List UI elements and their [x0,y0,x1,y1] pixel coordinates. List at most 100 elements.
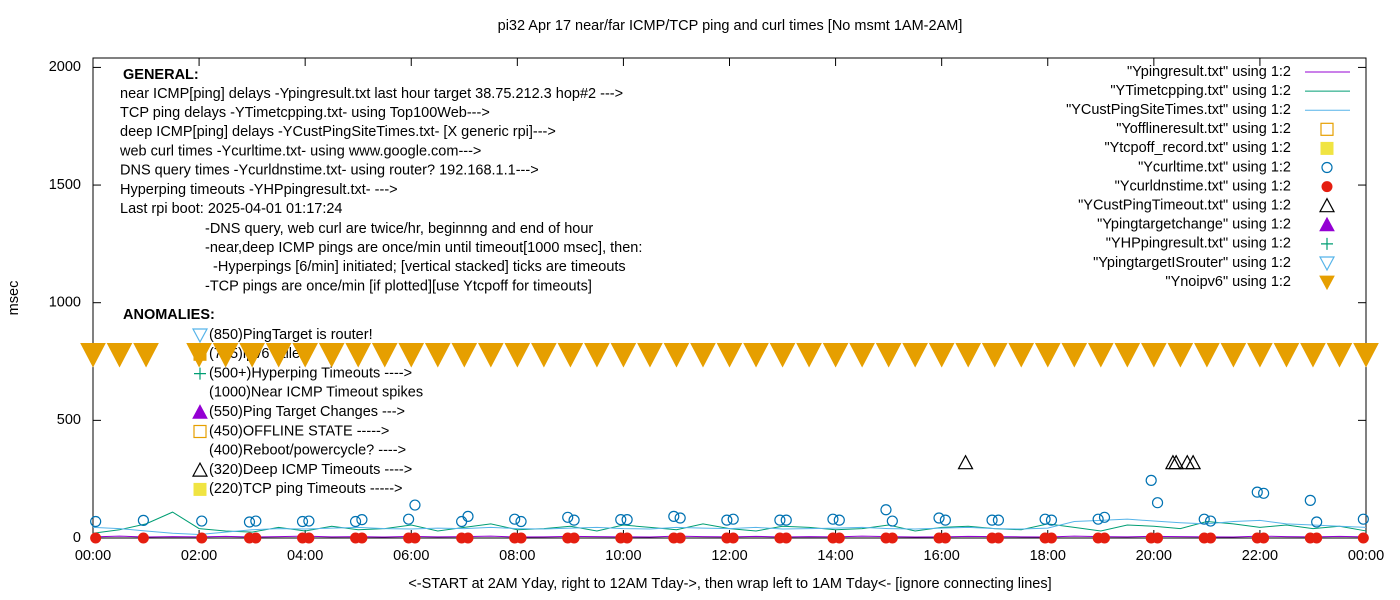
data-point [303,515,315,527]
data-point [356,532,368,544]
data-point [674,512,686,524]
data-point [933,512,945,524]
data-point [621,532,633,544]
data-point [296,515,309,528]
data-point [1045,514,1058,526]
data-point [584,342,610,368]
x-tick-label: 14:00 [817,548,853,564]
data-point [1145,474,1157,486]
data-point [451,342,478,368]
x-tick-label: 02:00 [181,548,217,564]
data-point [462,510,474,522]
x-tick-label: 00:00 [75,548,111,564]
x-tick-label: 12:00 [711,548,747,564]
data-point [827,513,839,525]
data-point [780,514,792,526]
data-point [250,515,262,527]
legend-swatch [1321,181,1333,193]
legend-swatch [1319,216,1335,232]
data-point [509,513,521,525]
data-point [1008,342,1035,368]
data-point [1304,494,1316,506]
anomaly-symbol [194,367,206,380]
data-point [690,342,716,368]
data-point [1220,342,1247,368]
data-point [90,532,102,544]
data-point [796,342,822,368]
data-point [663,342,690,368]
x-axis-label: <-START at 2AM Yday, right to 12AM Tday-… [408,576,1051,592]
data-point [637,342,663,368]
data-point [515,532,527,544]
data-point [1194,342,1220,368]
note-line: -DNS query, web curl are twice/hr, begin… [205,221,593,237]
data-point [621,514,633,526]
y-tick-label: 0 [73,530,81,546]
y-tick-label: 2000 [49,59,81,75]
data-point [1099,532,1111,544]
legend-label: "Yofflineresult.txt" using 1:2 [1116,121,1291,137]
data-point [615,514,627,526]
legend-label: "YCustPingSiteTimes.txt" using 1:2 [1066,102,1291,118]
chart-title: pi32 Apr 17 near/far ICMP/TCP ping and c… [498,18,963,34]
data-point [137,514,149,526]
general-line: deep ICMP[ping] delays -YCustPingSiteTim… [120,124,556,140]
data-point [939,532,951,544]
data-point [902,342,928,368]
data-point [1185,454,1202,470]
legend-swatch [1320,141,1334,155]
data-point [250,532,262,544]
data-point [292,342,318,368]
data-point [90,515,102,528]
data-point [1039,513,1051,525]
data-point [1258,532,1270,544]
anomaly-line: (850)PingTarget is router! [209,327,373,343]
data-point [371,342,398,368]
data-point [212,342,239,368]
data-point [137,532,149,544]
legend-swatch [1318,197,1336,213]
anomaly-symbol [193,424,207,439]
data-point [1141,342,1167,368]
data-point [462,532,474,544]
data-point [727,532,739,544]
y-tick-label: 1000 [49,295,81,311]
data-point [981,342,1008,368]
data-point [992,514,1005,526]
data-point [886,515,898,527]
series-line [92,518,1367,535]
legend-label: "YCustPingTimeout.txt" using 1:2 [1078,198,1291,214]
anomaly-symbol [191,328,209,344]
x-tick-label: 22:00 [1242,548,1278,564]
legend-label: "YHPpingresult.txt" using 1:2 [1106,236,1291,252]
anomaly-line: (220)TCP ping Timeouts -----> [209,481,403,497]
data-point [568,532,580,544]
anomaly-line: (1000)Near ICMP Timeout spikes [209,385,423,401]
anomaly-symbol [192,404,208,419]
anomaly-line: (320)Deep ICMP Timeouts ----> [209,462,412,478]
data-point [1258,487,1270,499]
x-tick-label: 04:00 [287,548,323,564]
x-tick-label: 18:00 [1030,548,1066,564]
data-point [833,532,845,544]
data-point [721,514,733,526]
data-point [1353,342,1379,368]
data-point [1151,497,1164,509]
data-point [880,504,892,516]
y-tick-label: 1500 [49,177,81,193]
data-point [356,514,368,526]
data-point [477,342,504,368]
data-point [196,515,208,527]
data-point [875,342,902,368]
general-line: Hyperping timeouts -YHPpingresult.txt- -… [120,182,398,198]
data-point [318,342,345,368]
y-axis-label: msec [6,281,22,316]
data-point [1198,513,1210,525]
anomaly-line: (450)OFFLINE STATE -----> [209,423,389,439]
data-point [886,532,898,544]
data-point [1167,342,1194,368]
legend-label: "Ynoipv6" using 1:2 [1165,274,1291,290]
x-tick-label: 00:00 [1348,548,1384,564]
legend-label: "Ycurltime.txt" using 1:2 [1138,159,1291,175]
